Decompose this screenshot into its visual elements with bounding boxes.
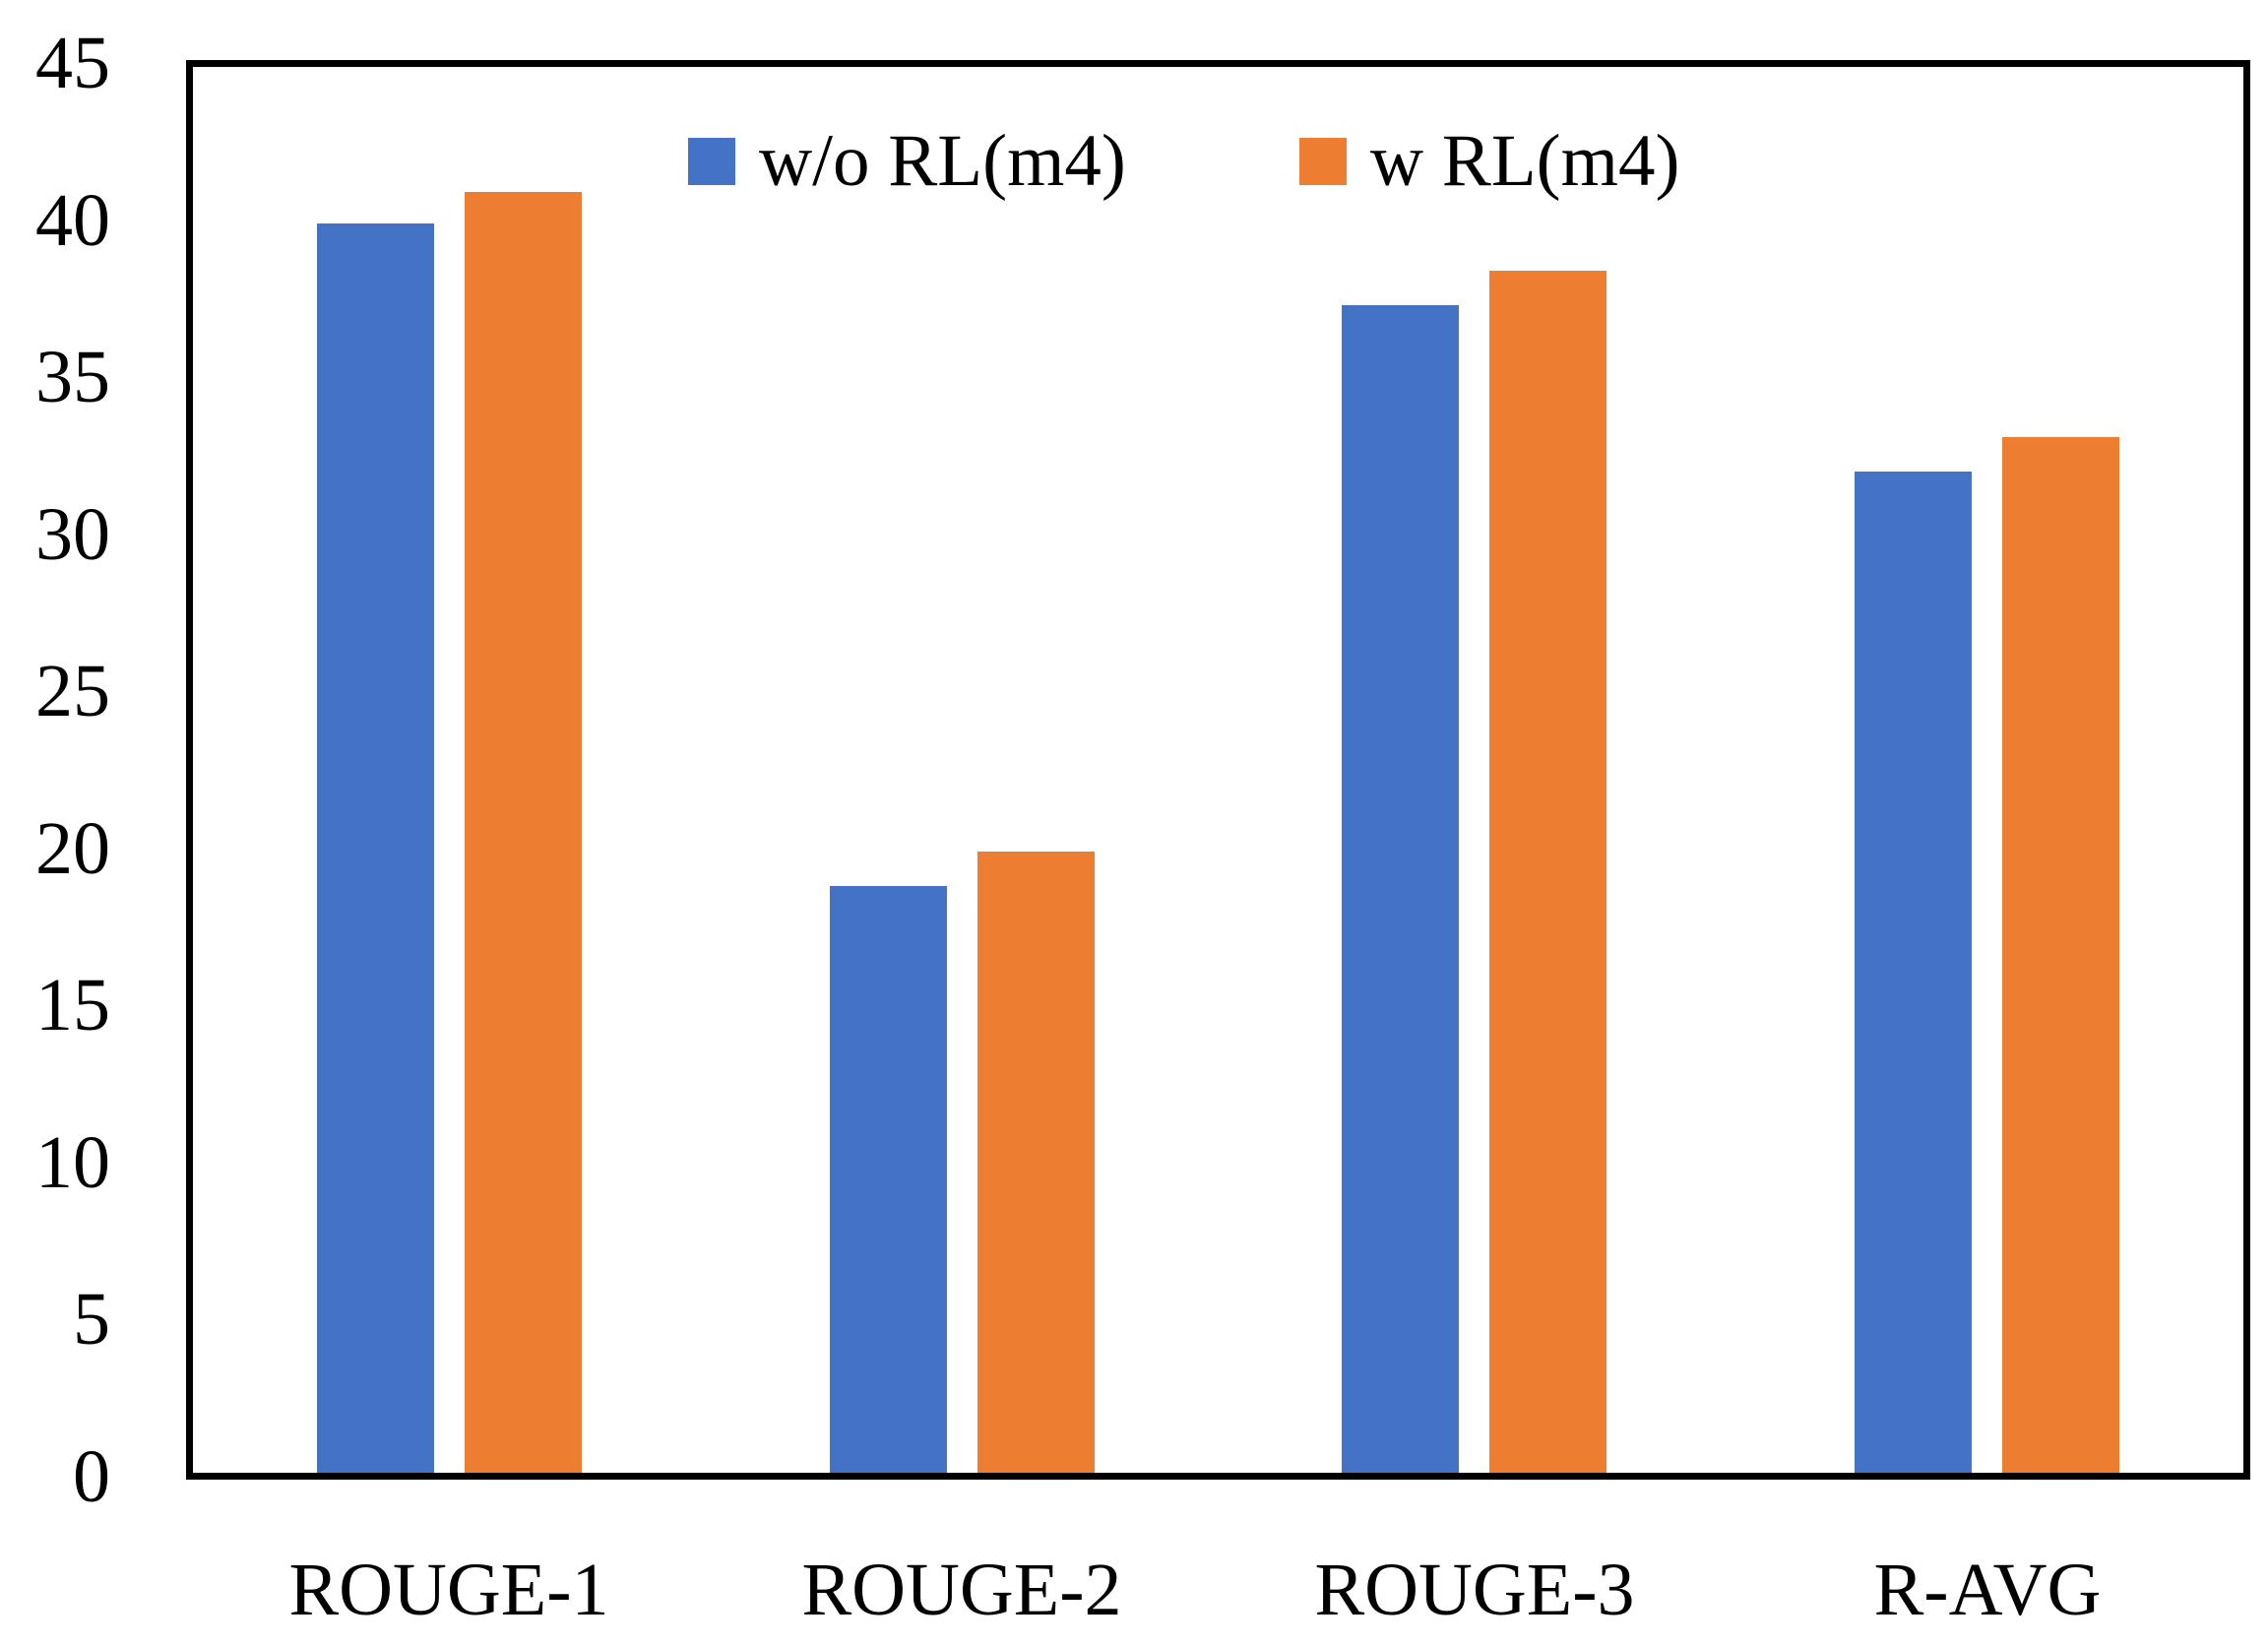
y-tick-label-35: 35 <box>35 336 110 418</box>
y-tick-label-5: 5 <box>73 1278 110 1361</box>
legend-label-without-rl: w/o RL(m4) <box>759 120 1126 202</box>
bar-w-rl-m4-rouge-3 <box>1489 271 1606 1473</box>
y-tick-label-10: 10 <box>35 1121 110 1204</box>
bar-w-rl-m4-rouge-1 <box>465 192 582 1473</box>
y-tick-label-30: 30 <box>35 493 110 576</box>
legend-label-with-rl: w RL(m4) <box>1369 120 1680 202</box>
legend-swatch-with-rl <box>1298 138 1347 185</box>
x-category-label-r-avg: R-AVG <box>1873 1549 2102 1631</box>
x-category-label-rouge-3: ROUGE-3 <box>1314 1549 1635 1631</box>
y-tick-label-45: 45 <box>35 22 110 104</box>
bar-w-o-rl-m4-rouge-3 <box>1342 305 1459 1473</box>
bar-w-o-rl-m4-rouge-1 <box>317 223 434 1473</box>
bar-w-rl-m4-rouge-2 <box>977 852 1095 1473</box>
y-tick-label-15: 15 <box>35 964 110 1046</box>
bar-w-rl-m4-r-avg <box>2002 437 2119 1473</box>
bar-w-o-rl-m4-r-avg <box>1855 472 1972 1473</box>
y-tick-label-40: 40 <box>35 179 110 262</box>
plot-area <box>186 60 2250 1480</box>
x-category-label-rouge-2: ROUGE-2 <box>801 1549 1122 1631</box>
x-category-label-rouge-1: ROUGE-1 <box>288 1549 609 1631</box>
bar-w-o-rl-m4-rouge-2 <box>830 886 947 1473</box>
y-tick-label-20: 20 <box>35 807 110 890</box>
y-tick-label-0: 0 <box>73 1435 110 1518</box>
y-tick-label-25: 25 <box>35 650 110 732</box>
legend-swatch-without-rl <box>688 138 735 185</box>
legend: w/o RL(m4) w RL(m4) <box>688 117 1679 206</box>
